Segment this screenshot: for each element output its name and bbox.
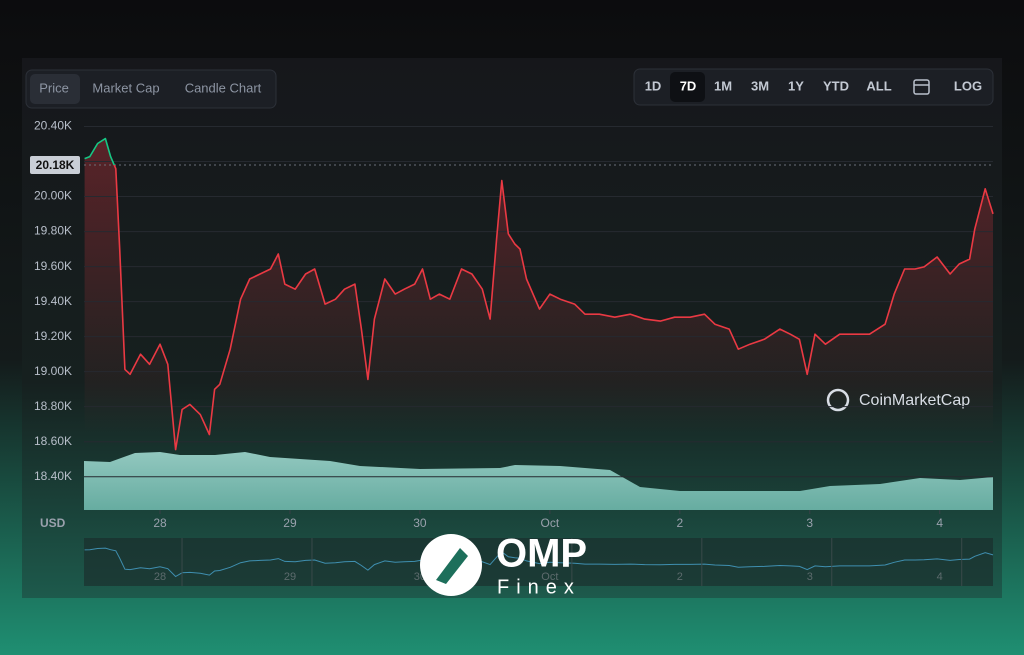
- tab-bar: [25, 69, 277, 109]
- x-tick-label: 30: [413, 516, 427, 530]
- x-tick-label: 28: [153, 516, 167, 530]
- range-button[interactable]: 7D: [680, 78, 697, 93]
- x-tick-label: 29: [283, 516, 297, 530]
- tab[interactable]: Candle Chart: [185, 80, 262, 95]
- navigator-label: 2: [677, 571, 683, 583]
- range-active: [670, 72, 705, 102]
- range-button[interactable]: 1D: [645, 78, 662, 93]
- x-tick-label: Oct: [541, 516, 560, 530]
- navigator[interactable]: [84, 538, 993, 586]
- tab-group: [25, 69, 277, 109]
- watermark-name: OMP: [496, 532, 587, 576]
- range-bar: [633, 68, 994, 106]
- y-tick-label: 20.00K: [34, 189, 72, 203]
- navigator-label: Oct: [541, 571, 558, 583]
- watermark-mark: [436, 548, 468, 584]
- y-tick-label: 18.60K: [34, 434, 72, 448]
- x-tick-label: 2: [676, 516, 683, 530]
- navigator-label: 29: [284, 571, 296, 583]
- calendar-body: [913, 79, 930, 95]
- price-area: [84, 138, 994, 510]
- tab[interactable]: Price: [39, 80, 69, 95]
- range-button[interactable]: 1M: [714, 78, 732, 93]
- y-tick-label: 19.00K: [34, 364, 72, 378]
- navigator-label: 3: [807, 571, 813, 583]
- range-button[interactable]: 3M: [751, 78, 769, 93]
- y-tick-label: 19.20K: [34, 329, 72, 343]
- watermark: OMP Finex: [420, 532, 587, 598]
- tab[interactable]: Market Cap: [92, 80, 159, 95]
- range-button[interactable]: ALL: [866, 78, 891, 93]
- range-button[interactable]: 1Y: [788, 78, 804, 93]
- navigator-label: 28: [154, 571, 166, 583]
- y-tick-label: 18.40K: [34, 469, 72, 483]
- price-line: [84, 137, 994, 451]
- brand-name: CoinMarketCap: [859, 392, 970, 409]
- range-button[interactable]: YTD: [823, 78, 849, 93]
- y-tick-label: 19.60K: [34, 259, 72, 273]
- x-tick-label: 4: [936, 516, 943, 530]
- watermark-sub: Finex: [497, 576, 581, 598]
- y-tick-label: 19.40K: [34, 294, 72, 308]
- volume-area: [84, 452, 993, 510]
- reference-tag: [30, 156, 80, 175]
- log-button[interactable]: LOG: [954, 78, 982, 93]
- brand-logo: [826, 388, 850, 412]
- currency-label: USD: [40, 516, 66, 530]
- y-tick-label: 19.80K: [34, 224, 72, 238]
- tab-active: [30, 74, 80, 104]
- brand: CoinMarketCap: [826, 388, 970, 412]
- navigator-label: 4: [937, 571, 943, 583]
- x-tick-label: 3: [806, 516, 813, 530]
- y-tick-label: 20.40K: [34, 119, 72, 133]
- y-tick-label: 18.80K: [34, 399, 72, 413]
- reference-label: 20.18K: [36, 158, 75, 172]
- calendar-icon[interactable]: [913, 79, 930, 95]
